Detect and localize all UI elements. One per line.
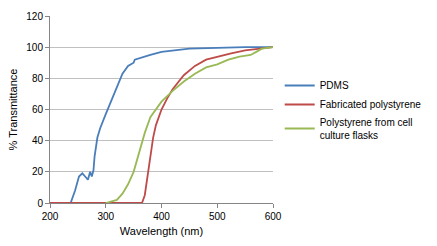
svg-text:500: 500: [209, 211, 226, 222]
svg-text:20: 20: [32, 166, 44, 177]
svg-text:Wavelength (nm): Wavelength (nm): [120, 225, 203, 237]
svg-text:60: 60: [32, 104, 44, 115]
svg-text:PDMS: PDMS: [320, 80, 349, 91]
svg-text:Polystyrene from cellculture f: Polystyrene from cellculture flasks: [320, 117, 413, 141]
svg-text:400: 400: [153, 211, 170, 222]
svg-text:40: 40: [32, 135, 44, 146]
svg-text:Fabricated polystyrene: Fabricated polystyrene: [320, 99, 422, 110]
svg-text:300: 300: [97, 211, 114, 222]
svg-text:% Transmittance: % Transmittance: [7, 69, 19, 151]
svg-text:600: 600: [265, 211, 282, 222]
svg-text:200: 200: [42, 211, 59, 222]
svg-text:80: 80: [32, 73, 44, 84]
svg-text:0: 0: [37, 198, 43, 209]
svg-text:100: 100: [26, 42, 43, 53]
svg-text:120: 120: [26, 11, 43, 22]
